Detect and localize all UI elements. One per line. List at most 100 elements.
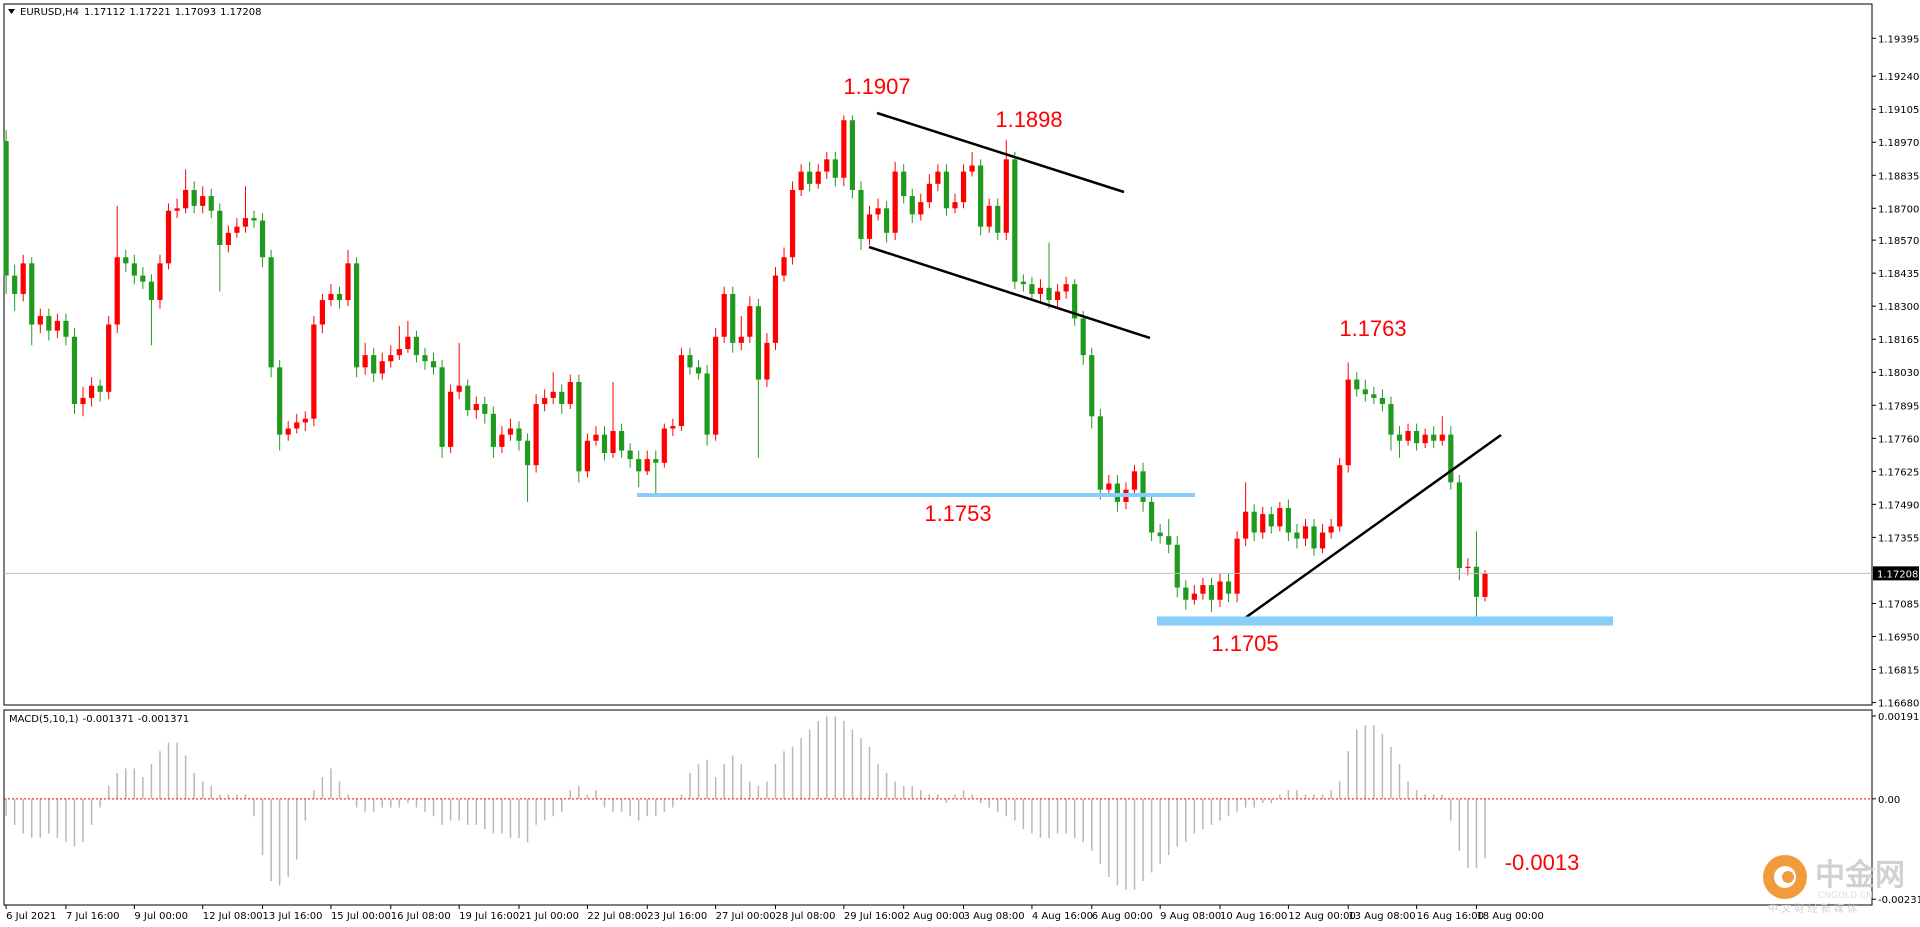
- candle-body: [123, 257, 129, 264]
- candle-body: [46, 315, 52, 331]
- x-tick-label: 16 Aug 16:00: [1417, 911, 1484, 922]
- candle-body: [926, 183, 932, 203]
- candle-body: [1149, 501, 1155, 533]
- y-tick-label: 1.18700: [1878, 204, 1919, 215]
- trend-line[interactable]: [876, 111, 1125, 194]
- y-tick-label: 1.16680: [1878, 699, 1919, 710]
- candle-body: [1405, 430, 1411, 441]
- candle-body: [88, 385, 95, 398]
- candle-body: [858, 189, 864, 239]
- candle-body: [576, 382, 582, 472]
- x-tick-label: 29 Jul 16:00: [844, 911, 904, 922]
- candle-body: [1174, 544, 1180, 588]
- candle-body: [1285, 508, 1291, 533]
- x-tick-label: 23 Jul 16:00: [647, 911, 707, 922]
- candle-body: [319, 300, 325, 325]
- candle-body: [866, 214, 873, 239]
- candle-body: [473, 404, 479, 411]
- candle-body: [37, 315, 43, 325]
- candle-body: [448, 391, 454, 447]
- candle-body: [755, 306, 761, 380]
- y-tick-label: 1.19395: [1878, 34, 1919, 45]
- candle-body: [807, 171, 813, 184]
- candle-body: [20, 263, 26, 294]
- candle-body: [952, 202, 958, 209]
- candle-body: [225, 232, 231, 246]
- y-tick-label: 1.18570: [1878, 236, 1919, 247]
- candle-body: [713, 336, 719, 435]
- candle-body: [567, 382, 573, 405]
- candle-body: [678, 355, 685, 427]
- candle-body: [1140, 471, 1146, 502]
- candle-body: [524, 440, 531, 466]
- candle-body: [430, 361, 437, 368]
- candle-body: [371, 355, 377, 374]
- candle-body: [550, 391, 556, 398]
- candle-body: [97, 385, 103, 392]
- candle-body: [730, 293, 736, 343]
- x-tick-label: 2 Aug 00:00: [904, 911, 965, 922]
- candle-body: [832, 159, 838, 178]
- candle-body: [242, 218, 249, 227]
- candle-body: [747, 306, 753, 337]
- candle-body: [336, 293, 343, 301]
- candle-body: [54, 320, 60, 331]
- candle-body: [439, 367, 445, 447]
- y-tick-label: 1.17895: [1878, 401, 1919, 412]
- annotation: 1.1898: [995, 107, 1062, 132]
- candle-body: [721, 293, 727, 337]
- candle-body: [1388, 404, 1394, 435]
- candle-body: [482, 404, 488, 414]
- candle-body: [174, 208, 180, 211]
- menu-arrow[interactable]: [8, 9, 15, 14]
- candle-body: [1319, 532, 1326, 549]
- candle-body: [1157, 532, 1163, 537]
- candle-body: [1422, 434, 1428, 444]
- candle-body: [1328, 526, 1334, 533]
- candle-body: [183, 189, 189, 209]
- candle-body: [499, 434, 505, 447]
- annotation: 1.1907: [843, 74, 910, 99]
- y-tick-label: 1.18165: [1878, 335, 1919, 346]
- candle-body: [815, 171, 821, 184]
- candle-body: [918, 202, 924, 215]
- trend-line[interactable]: [868, 245, 1151, 340]
- x-tick-label: 9 Aug 08:00: [1160, 911, 1221, 922]
- candle-body: [653, 459, 659, 463]
- annotation: 1.1753: [924, 501, 991, 526]
- candle-body: [704, 373, 710, 435]
- candle-body: [396, 348, 402, 356]
- ohlc-high: 1.17221: [129, 7, 170, 18]
- candle-body: [405, 336, 411, 349]
- candle-body: [1200, 585, 1206, 594]
- macd-y-tick-label: -0.002317: [1878, 895, 1920, 906]
- x-tick-label: 13 Jul 16:00: [263, 911, 323, 922]
- macd-main: -0.001371: [83, 714, 134, 725]
- candle-body: [157, 263, 163, 301]
- candle-body: [995, 205, 1001, 233]
- current-price-box: [1873, 566, 1919, 581]
- candle-body: [1225, 581, 1232, 594]
- candle-body: [345, 263, 351, 301]
- candle-body: [80, 397, 86, 405]
- candle-body: [559, 391, 565, 405]
- candle-body: [798, 171, 804, 190]
- chart-header: EURUSD,H4 1.17112 1.17221 1.17093 1.17208: [20, 7, 261, 18]
- watermark-logo-dot: [1782, 871, 1794, 883]
- macd-signal: -0.001371: [138, 714, 189, 725]
- candle-body: [353, 263, 360, 368]
- candle-body: [849, 120, 856, 190]
- candle-body: [200, 196, 206, 206]
- candle-body: [1054, 291, 1061, 301]
- y-tick-label: 1.17625: [1878, 467, 1919, 478]
- x-tick-label: 15 Jul 00:00: [331, 911, 391, 922]
- y-tick-label: 1.17490: [1878, 500, 1919, 511]
- candle-body: [1465, 566, 1471, 568]
- ohlc-open: 1.17112: [84, 7, 125, 18]
- trend-line[interactable]: [1244, 433, 1502, 620]
- candle-body: [217, 210, 223, 246]
- candle-body: [1046, 287, 1052, 301]
- candle-body: [1089, 355, 1095, 417]
